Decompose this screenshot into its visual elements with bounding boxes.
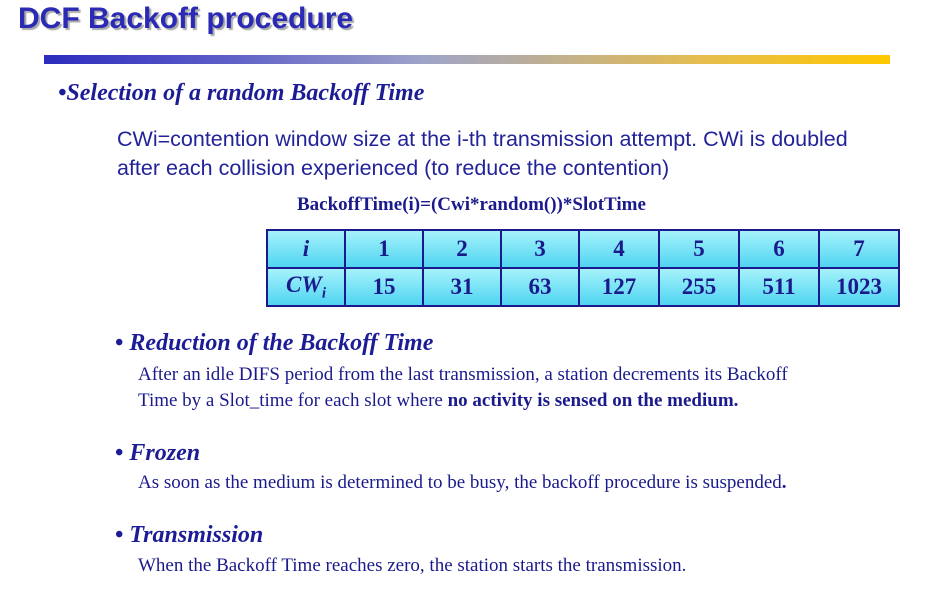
- bullet-body-text: After an idle DIFS period from the last …: [138, 364, 788, 411]
- table-cell-cw: 15: [345, 268, 423, 306]
- table-cell-cw: 1023: [819, 268, 899, 306]
- section-heading: •Selection of a random Backoff Time: [58, 80, 424, 107]
- bullet-body-bold: .: [781, 472, 787, 493]
- table-cell-cw: 63: [501, 268, 579, 306]
- bullet-body-text: As soon as the medium is determined to b…: [138, 472, 782, 493]
- bullet-heading-transmission: • Transmission: [115, 522, 263, 549]
- table-row-i: i 1 2 3 4 5 6 7: [267, 230, 899, 268]
- table-cell-cw: 31: [423, 268, 501, 306]
- table-cell-cw: 511: [739, 268, 819, 306]
- slide-title: DCF Backoff procedure: [18, 2, 354, 35]
- bullet-marker: •: [115, 522, 124, 548]
- section-bullet: •: [58, 80, 67, 106]
- table-cell-i: 5: [659, 230, 739, 268]
- table-cell-cw: 127: [579, 268, 659, 306]
- row-label-cw-text: CW: [286, 271, 322, 297]
- bullet-heading-text: Transmission: [129, 522, 264, 548]
- table-cell-i: 4: [579, 230, 659, 268]
- contention-window-table: i 1 2 3 4 5 6 7 CWi 15 31 63 127 255 511…: [266, 229, 900, 307]
- title-underline-bar: [44, 55, 890, 64]
- contention-window-paragraph: CWi=contention window size at the i-th t…: [117, 127, 848, 180]
- bullet-marker: •: [115, 330, 124, 356]
- table-cell-i: 7: [819, 230, 899, 268]
- bullet-heading-text: Frozen: [129, 440, 201, 466]
- bullet-body-bold: no activity is sensed on the medium.: [447, 390, 739, 411]
- bullet-marker: •: [115, 440, 124, 466]
- row-label-cw: CWi: [267, 268, 345, 306]
- backoff-formula: BackoffTime(i)=(Cwi*random())*SlotTime: [297, 194, 646, 215]
- bullet-heading-text: Reduction of the Backoff Time: [129, 330, 434, 356]
- table-cell-i: 1: [345, 230, 423, 268]
- table-cell-i: 6: [739, 230, 819, 268]
- table-cell-i: 3: [501, 230, 579, 268]
- table-cell-cw: 255: [659, 268, 739, 306]
- bullet-body-transmission: When the Backoff Time reaches zero, the …: [138, 555, 687, 576]
- bullet-body-frozen: As soon as the medium is determined to b…: [138, 470, 798, 496]
- bullet-body-reduction: After an idle DIFS period from the last …: [138, 362, 828, 414]
- table-cell-i: 2: [423, 230, 501, 268]
- section-heading-text: Selection of a random Backoff Time: [66, 80, 425, 106]
- bullet-heading-reduction: • Reduction of the Backoff Time: [115, 330, 433, 357]
- row-label-cw-subscript: i: [321, 285, 326, 302]
- table-row-cw: CWi 15 31 63 127 255 511 1023: [267, 268, 899, 306]
- row-label-i: i: [267, 230, 345, 268]
- bullet-heading-frozen: • Frozen: [115, 440, 200, 467]
